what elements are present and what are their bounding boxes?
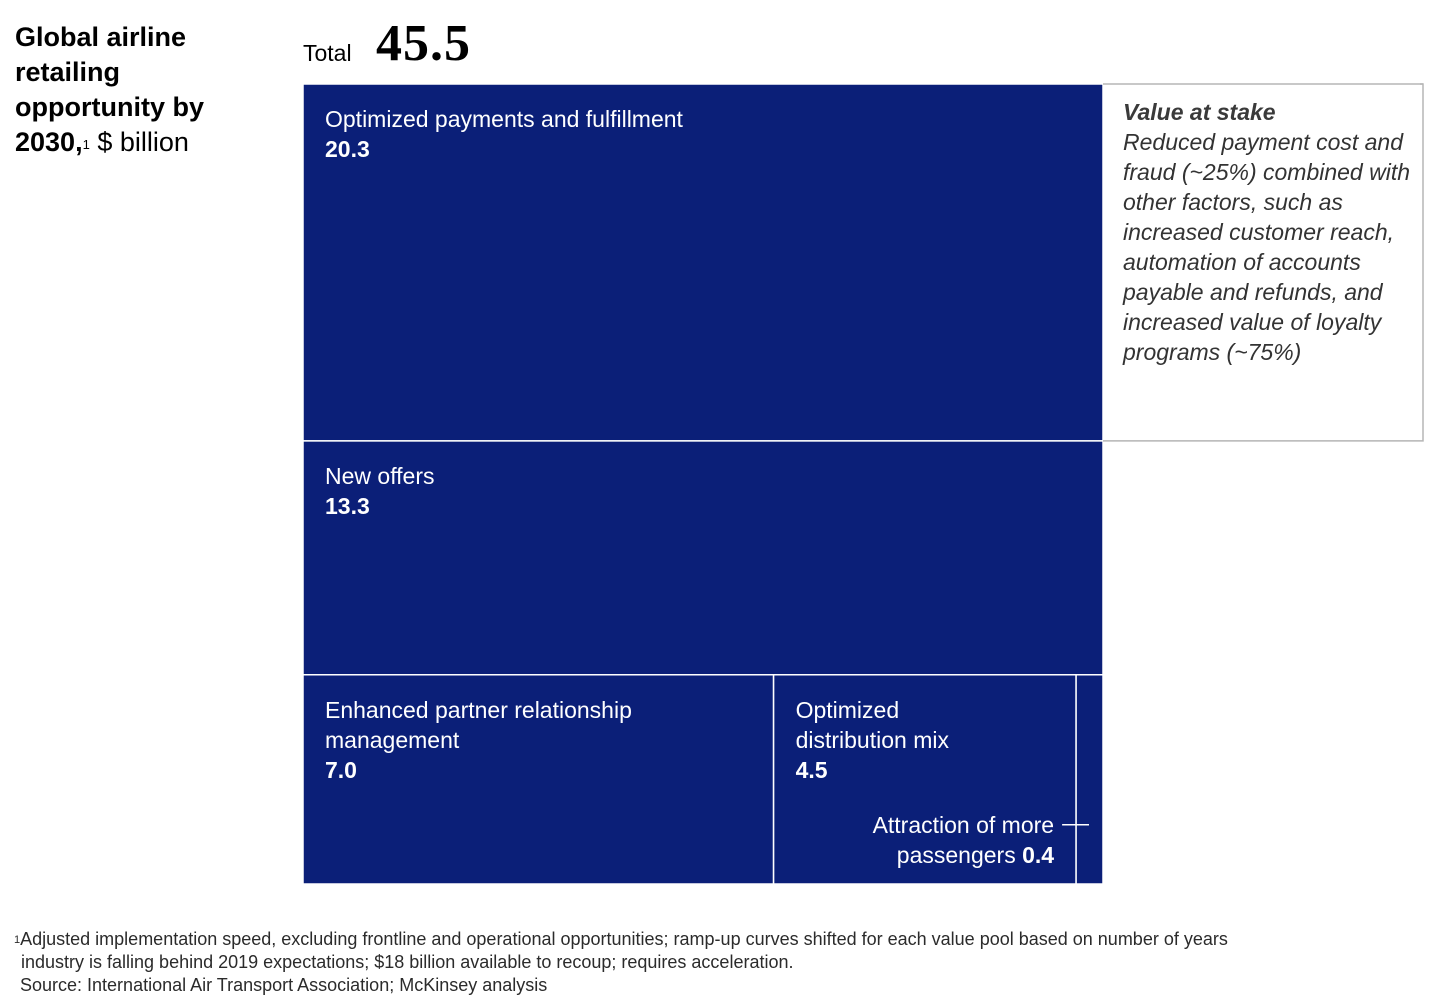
treemap-tile-4: [1075, 674, 1104, 885]
footnote-line-2: industry is falling behind 2019 expectat…: [21, 952, 794, 972]
tile-name-3: Optimized: [796, 697, 900, 723]
tile-name-0: Optimized payments and fulfillment: [325, 106, 684, 132]
total-label: Total: [303, 40, 352, 66]
tile-label-2: Enhanced partner relationship management 7…: [325, 697, 632, 783]
treemap-tile-1: [302, 440, 1104, 676]
callout-heading: Value at stake: [1123, 99, 1276, 125]
tile-name-3: distribution mix: [796, 727, 950, 753]
title-footnote-marker: 1: [82, 137, 90, 152]
total-value: 45.5: [376, 15, 471, 72]
tile-label-3: Optimized distribution mix 4.5: [796, 697, 950, 783]
callout-bracket: [1103, 83, 1424, 442]
tile-label-0: Optimized payments and fulfillment 20.3: [325, 106, 684, 162]
value-at-stake-callout: Value at stake Reduced payment cost and …: [1123, 97, 1413, 367]
tile-value-0: 20.3: [325, 136, 370, 162]
tile-label-1: New offers 13.3: [325, 463, 435, 519]
chart-unit: $ billion: [97, 127, 189, 157]
tile-name-1: New offers: [325, 463, 435, 489]
tile-name-4: Attraction of more: [873, 812, 1055, 838]
footnote-marker: 1: [14, 934, 21, 946]
footnote-line-1: 1Adjusted implementation speed, excludin…: [14, 929, 1228, 949]
tile-name-2: Enhanced partner relationship: [325, 697, 632, 723]
tile-value-2: 7.0: [325, 757, 357, 783]
chart-title: Global airline retailing opportunity by …: [15, 20, 275, 160]
tile-value-4: 0.4: [1022, 842, 1054, 868]
treemap-tile-2: [302, 674, 775, 885]
footnotes: 1Adjusted implementation speed, excludin…: [14, 928, 1414, 997]
tile-name-4-line2: passengers 0.4: [897, 842, 1054, 868]
chart-title-text: Global airline retailing opportunity by …: [15, 22, 204, 157]
callout-body: Reduced payment cost and fraud (~25%) co…: [1123, 129, 1411, 365]
tile-value-1: 13.3: [325, 493, 370, 519]
source-line: Source: International Air Transport Asso…: [20, 975, 548, 995]
tile-label-4: Attraction of more passengers 0.4: [873, 812, 1055, 868]
treemap-tile-0: [302, 83, 1104, 442]
tile-value-3: 4.5: [796, 757, 828, 783]
tile-name-2: management: [325, 727, 460, 753]
